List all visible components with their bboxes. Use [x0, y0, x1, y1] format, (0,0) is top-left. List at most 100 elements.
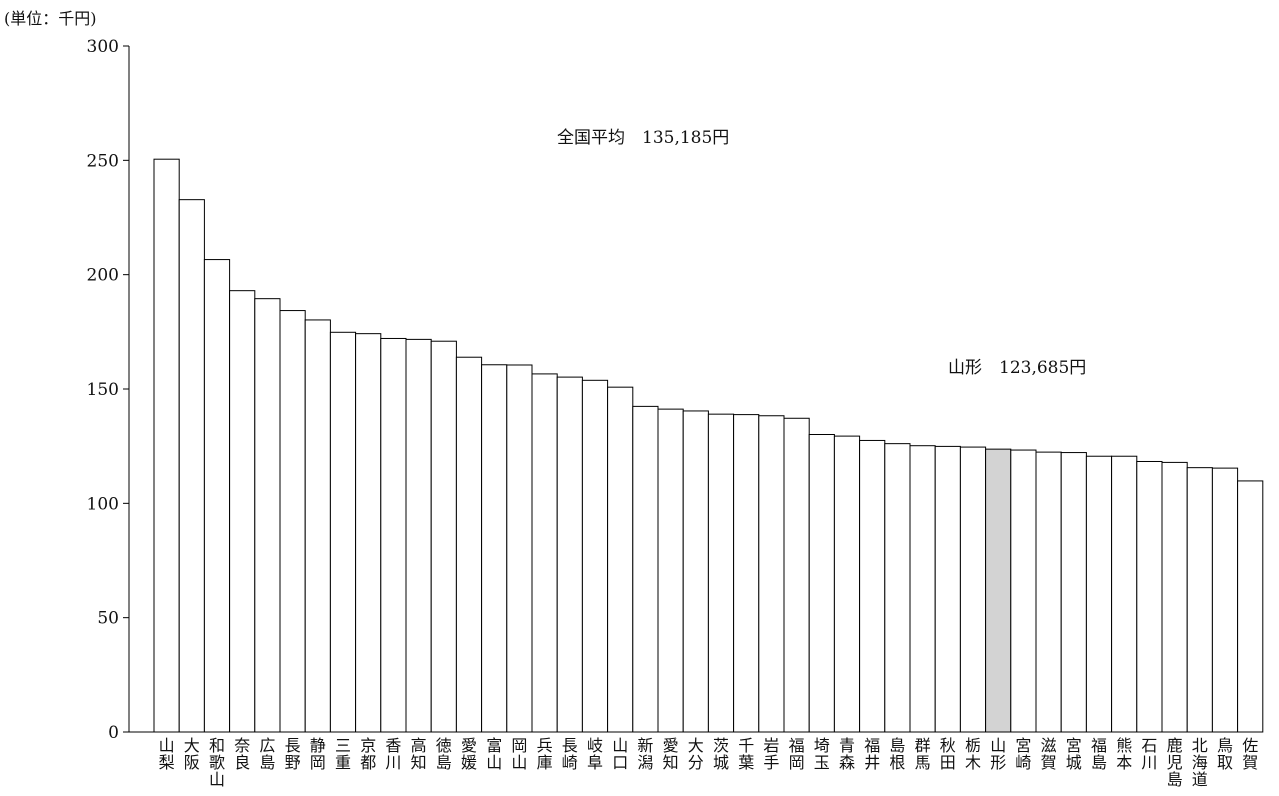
y-axis-ticks: 0 50 100 150 200 250 300 — [87, 37, 129, 743]
category-label-埼玉: 埼玉 — [814, 736, 830, 772]
bar-兵庫 — [531, 373, 558, 733]
category-label-新潟: 新潟 — [637, 736, 653, 772]
bar-新潟 — [632, 405, 659, 733]
bar-広島 — [254, 298, 281, 733]
bar-岩手 — [758, 415, 785, 733]
y-tick-label: 150 — [87, 380, 119, 400]
bar-熊本 — [1111, 455, 1138, 733]
category-label-静岡: 静岡 — [310, 736, 326, 772]
bar-長野 — [279, 310, 306, 733]
bar-和歌山 — [203, 259, 231, 733]
bar-鳥取 — [1211, 467, 1239, 733]
category-label-兵庫: 兵庫 — [537, 736, 553, 772]
bar-滋賀 — [1035, 451, 1062, 733]
bar-青森 — [833, 435, 861, 733]
bar-岡山 — [506, 364, 533, 733]
bar-秋田 — [934, 445, 961, 733]
bar-京都 — [355, 333, 382, 733]
bar-山梨 — [153, 158, 180, 733]
category-label-愛知: 愛知 — [663, 736, 679, 772]
category-label-栃木: 栃木 — [965, 736, 981, 772]
y-tick-label: 300 — [87, 37, 119, 57]
category-label-福岡: 福岡 — [789, 736, 805, 772]
unit-label: (単位：千円) — [4, 9, 97, 28]
y-tick-label: 50 — [97, 609, 119, 629]
bar-栃木 — [959, 446, 987, 733]
y-tick-label: 100 — [87, 494, 119, 514]
category-labels: 山梨大阪和歌山奈良広島長野静岡三重京都香川高知徳島愛媛富山岡山兵庫長崎岐阜山口新… — [159, 736, 1259, 789]
category-label-茨城: 茨城 — [713, 736, 729, 772]
category-label-長崎: 長崎 — [562, 736, 578, 772]
category-label-山梨: 山梨 — [159, 736, 175, 772]
category-label-福島: 福島 — [1091, 736, 1107, 772]
bar-三重 — [329, 331, 357, 733]
bar-福岡 — [783, 417, 810, 733]
category-label-佐賀: 佐賀 — [1242, 736, 1258, 772]
category-label-熊本: 熊本 — [1116, 736, 1132, 772]
bar-静岡 — [304, 319, 331, 733]
category-label-宮城: 宮城 — [1066, 736, 1082, 772]
category-label-香川: 香川 — [385, 736, 401, 772]
category-label-島根: 島根 — [889, 736, 905, 772]
category-label-北海道: 北海道 — [1192, 736, 1208, 789]
bar-福島 — [1085, 455, 1113, 733]
category-label-京都: 京都 — [360, 736, 376, 772]
category-label-山口: 山口 — [612, 736, 628, 772]
bar-愛媛 — [455, 356, 483, 733]
category-label-三重: 三重 — [335, 736, 351, 772]
category-label-大阪: 大阪 — [184, 736, 200, 772]
category-label-宮崎: 宮崎 — [1015, 736, 1031, 772]
category-label-徳島: 徳島 — [436, 736, 452, 772]
bar-愛知 — [657, 408, 684, 733]
category-label-富山: 富山 — [486, 736, 502, 772]
category-label-長野: 長野 — [285, 736, 301, 772]
bar-宮崎 — [1010, 449, 1037, 733]
category-label-岐阜: 岐阜 — [587, 736, 603, 772]
category-label-鹿児島: 鹿児島 — [1167, 736, 1183, 789]
category-label-福井: 福井 — [864, 736, 880, 772]
bar-奈良 — [229, 290, 256, 733]
bars — [153, 158, 1264, 733]
category-label-広島: 広島 — [259, 736, 275, 772]
category-label-鳥取: 鳥取 — [1217, 736, 1233, 772]
bar-石川 — [1136, 460, 1163, 733]
bar-佐賀 — [1237, 480, 1264, 733]
national-average-annotation: 全国平均 135,185円 — [557, 128, 729, 148]
bar-大阪 — [178, 199, 205, 733]
category-label-和歌山: 和歌山 — [209, 736, 225, 789]
yamagata-annotation: 山形 123,685円 — [948, 358, 1086, 378]
category-label-岩手: 岩手 — [763, 736, 779, 772]
bar-群馬 — [909, 445, 936, 733]
y-tick-label: 250 — [87, 151, 119, 171]
category-label-山形: 山形 — [990, 736, 1006, 772]
bar-大分 — [682, 410, 709, 733]
bar-岐阜 — [581, 379, 609, 733]
category-label-大分: 大分 — [688, 736, 704, 772]
bar-長崎 — [556, 376, 583, 733]
category-label-奈良: 奈良 — [234, 736, 250, 772]
bar-千葉 — [733, 414, 760, 733]
bar-山口 — [607, 386, 634, 733]
bar-茨城 — [707, 413, 735, 733]
y-tick-label: 0 — [108, 723, 119, 743]
category-label-青森: 青森 — [839, 736, 855, 772]
category-label-秋田: 秋田 — [940, 736, 956, 772]
category-label-愛媛: 愛媛 — [461, 736, 477, 772]
category-label-石川: 石川 — [1141, 736, 1157, 772]
bar-香川 — [380, 337, 407, 733]
category-label-滋賀: 滋賀 — [1041, 736, 1057, 772]
bar-富山 — [481, 364, 508, 733]
bar-鹿児島 — [1161, 461, 1188, 733]
bar-福井 — [859, 439, 886, 733]
bar-高知 — [405, 338, 432, 733]
bar-徳島 — [430, 340, 457, 733]
y-tick-label: 200 — [87, 266, 119, 286]
bar-宮城 — [1060, 452, 1087, 733]
category-label-岡山: 岡山 — [511, 736, 527, 772]
category-label-高知: 高知 — [411, 736, 427, 772]
bar-島根 — [884, 443, 911, 733]
category-label-千葉: 千葉 — [738, 736, 754, 772]
bar-北海道 — [1186, 467, 1213, 733]
bar-埼玉 — [808, 434, 835, 733]
